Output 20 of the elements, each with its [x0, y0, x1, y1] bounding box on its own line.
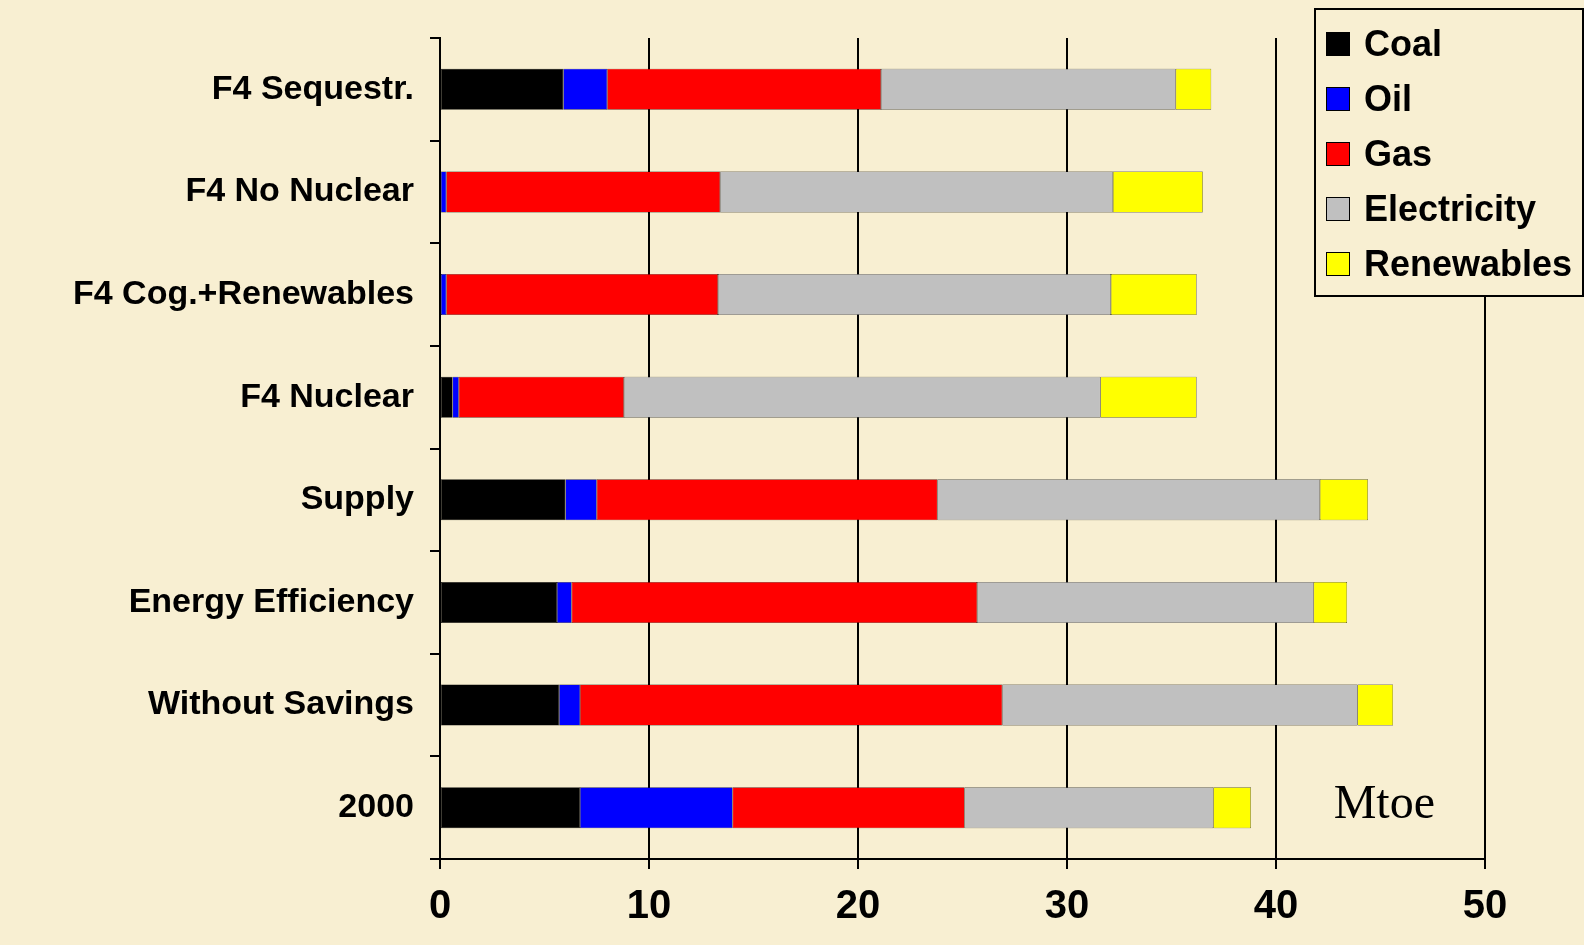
y-tick-label: F4 Cog.+Renewables [72, 272, 414, 311]
x-tick-label: 20 [835, 882, 881, 927]
y-tick-label: 2000 [338, 786, 414, 825]
legend-label: Gas [1363, 132, 1432, 175]
y-tick-label: Energy Efficiency [128, 580, 415, 619]
x-tick-label: 40 [1253, 882, 1299, 927]
legend-label: Electricity [1363, 187, 1536, 230]
x-tick-label: 50 [1462, 882, 1508, 927]
legend-label: Renewables [1363, 242, 1572, 285]
legend-label: Coal [1363, 22, 1442, 65]
legend-label: Oil [1363, 77, 1412, 120]
y-tick-label: F4 Nuclear [240, 375, 414, 414]
annotation: Mtoe [1333, 774, 1435, 828]
y-tick-label: Supply [300, 478, 415, 517]
y-tick-label: F4 No Nuclear [185, 170, 414, 209]
y-tick-label: Without Savings [147, 683, 414, 722]
x-tick-label: 30 [1044, 882, 1090, 927]
x-tick-label: 10 [626, 882, 672, 927]
x-tick-label: 0 [428, 882, 452, 927]
y-tick-label: F4 Sequestr. [211, 67, 414, 106]
